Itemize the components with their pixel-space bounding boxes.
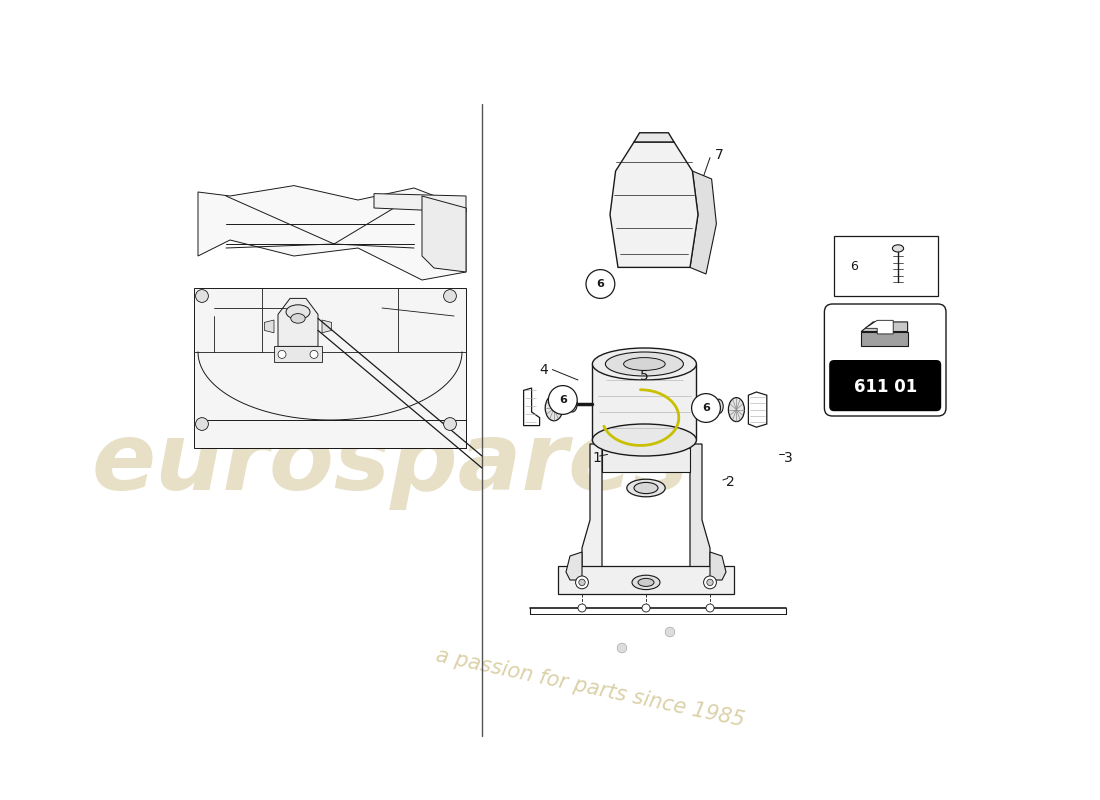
- Ellipse shape: [632, 575, 660, 590]
- Ellipse shape: [605, 352, 683, 376]
- Polygon shape: [278, 298, 318, 346]
- Polygon shape: [422, 196, 466, 272]
- Bar: [274, 346, 322, 362]
- Text: 7: 7: [715, 148, 724, 162]
- Circle shape: [704, 576, 716, 589]
- Polygon shape: [374, 194, 466, 212]
- Circle shape: [443, 418, 456, 430]
- Circle shape: [310, 350, 318, 358]
- Ellipse shape: [593, 424, 696, 456]
- Circle shape: [642, 604, 650, 612]
- Polygon shape: [861, 322, 908, 331]
- Polygon shape: [593, 364, 696, 440]
- Ellipse shape: [627, 479, 666, 497]
- Ellipse shape: [714, 399, 723, 414]
- Ellipse shape: [638, 578, 654, 586]
- Polygon shape: [690, 444, 710, 568]
- Text: 6: 6: [596, 279, 604, 289]
- Text: 2: 2: [726, 474, 735, 489]
- Polygon shape: [582, 444, 602, 568]
- Ellipse shape: [286, 305, 310, 319]
- Text: 4: 4: [539, 362, 548, 377]
- Polygon shape: [861, 331, 908, 346]
- Polygon shape: [264, 320, 274, 333]
- Circle shape: [443, 290, 456, 302]
- Circle shape: [579, 579, 585, 586]
- Circle shape: [617, 643, 627, 653]
- Polygon shape: [602, 448, 690, 472]
- Circle shape: [706, 604, 714, 612]
- Ellipse shape: [546, 395, 563, 421]
- Circle shape: [549, 386, 578, 414]
- Polygon shape: [690, 171, 716, 274]
- Circle shape: [196, 290, 208, 302]
- Polygon shape: [322, 320, 331, 333]
- Circle shape: [575, 576, 589, 589]
- Polygon shape: [566, 552, 582, 580]
- Ellipse shape: [290, 314, 305, 323]
- Polygon shape: [610, 142, 698, 267]
- Text: 6: 6: [559, 395, 566, 405]
- Circle shape: [196, 418, 208, 430]
- Text: 5: 5: [640, 369, 649, 383]
- Ellipse shape: [634, 482, 658, 494]
- Polygon shape: [198, 186, 466, 280]
- Ellipse shape: [593, 348, 696, 380]
- Polygon shape: [634, 133, 674, 142]
- Ellipse shape: [728, 398, 745, 422]
- Text: 611 01: 611 01: [854, 378, 916, 396]
- Circle shape: [642, 579, 649, 586]
- Circle shape: [639, 576, 652, 589]
- Ellipse shape: [624, 358, 666, 370]
- Text: eurospares: eurospares: [91, 418, 689, 510]
- Text: 3: 3: [784, 450, 793, 465]
- FancyBboxPatch shape: [829, 360, 942, 411]
- Text: a passion for parts since 1985: a passion for parts since 1985: [433, 646, 746, 730]
- Polygon shape: [748, 392, 767, 427]
- Polygon shape: [558, 566, 734, 594]
- Circle shape: [586, 270, 615, 298]
- Circle shape: [578, 604, 586, 612]
- Polygon shape: [710, 552, 726, 580]
- Circle shape: [666, 627, 674, 637]
- Circle shape: [278, 350, 286, 358]
- Polygon shape: [524, 388, 540, 426]
- Polygon shape: [194, 288, 466, 448]
- Ellipse shape: [892, 245, 903, 252]
- Circle shape: [707, 579, 713, 586]
- Polygon shape: [866, 320, 893, 334]
- Circle shape: [692, 394, 720, 422]
- Bar: [834, 236, 938, 296]
- FancyBboxPatch shape: [824, 304, 946, 416]
- Ellipse shape: [568, 396, 578, 412]
- Text: 6: 6: [702, 403, 710, 413]
- Text: 1: 1: [592, 450, 601, 465]
- Text: 6: 6: [850, 259, 858, 273]
